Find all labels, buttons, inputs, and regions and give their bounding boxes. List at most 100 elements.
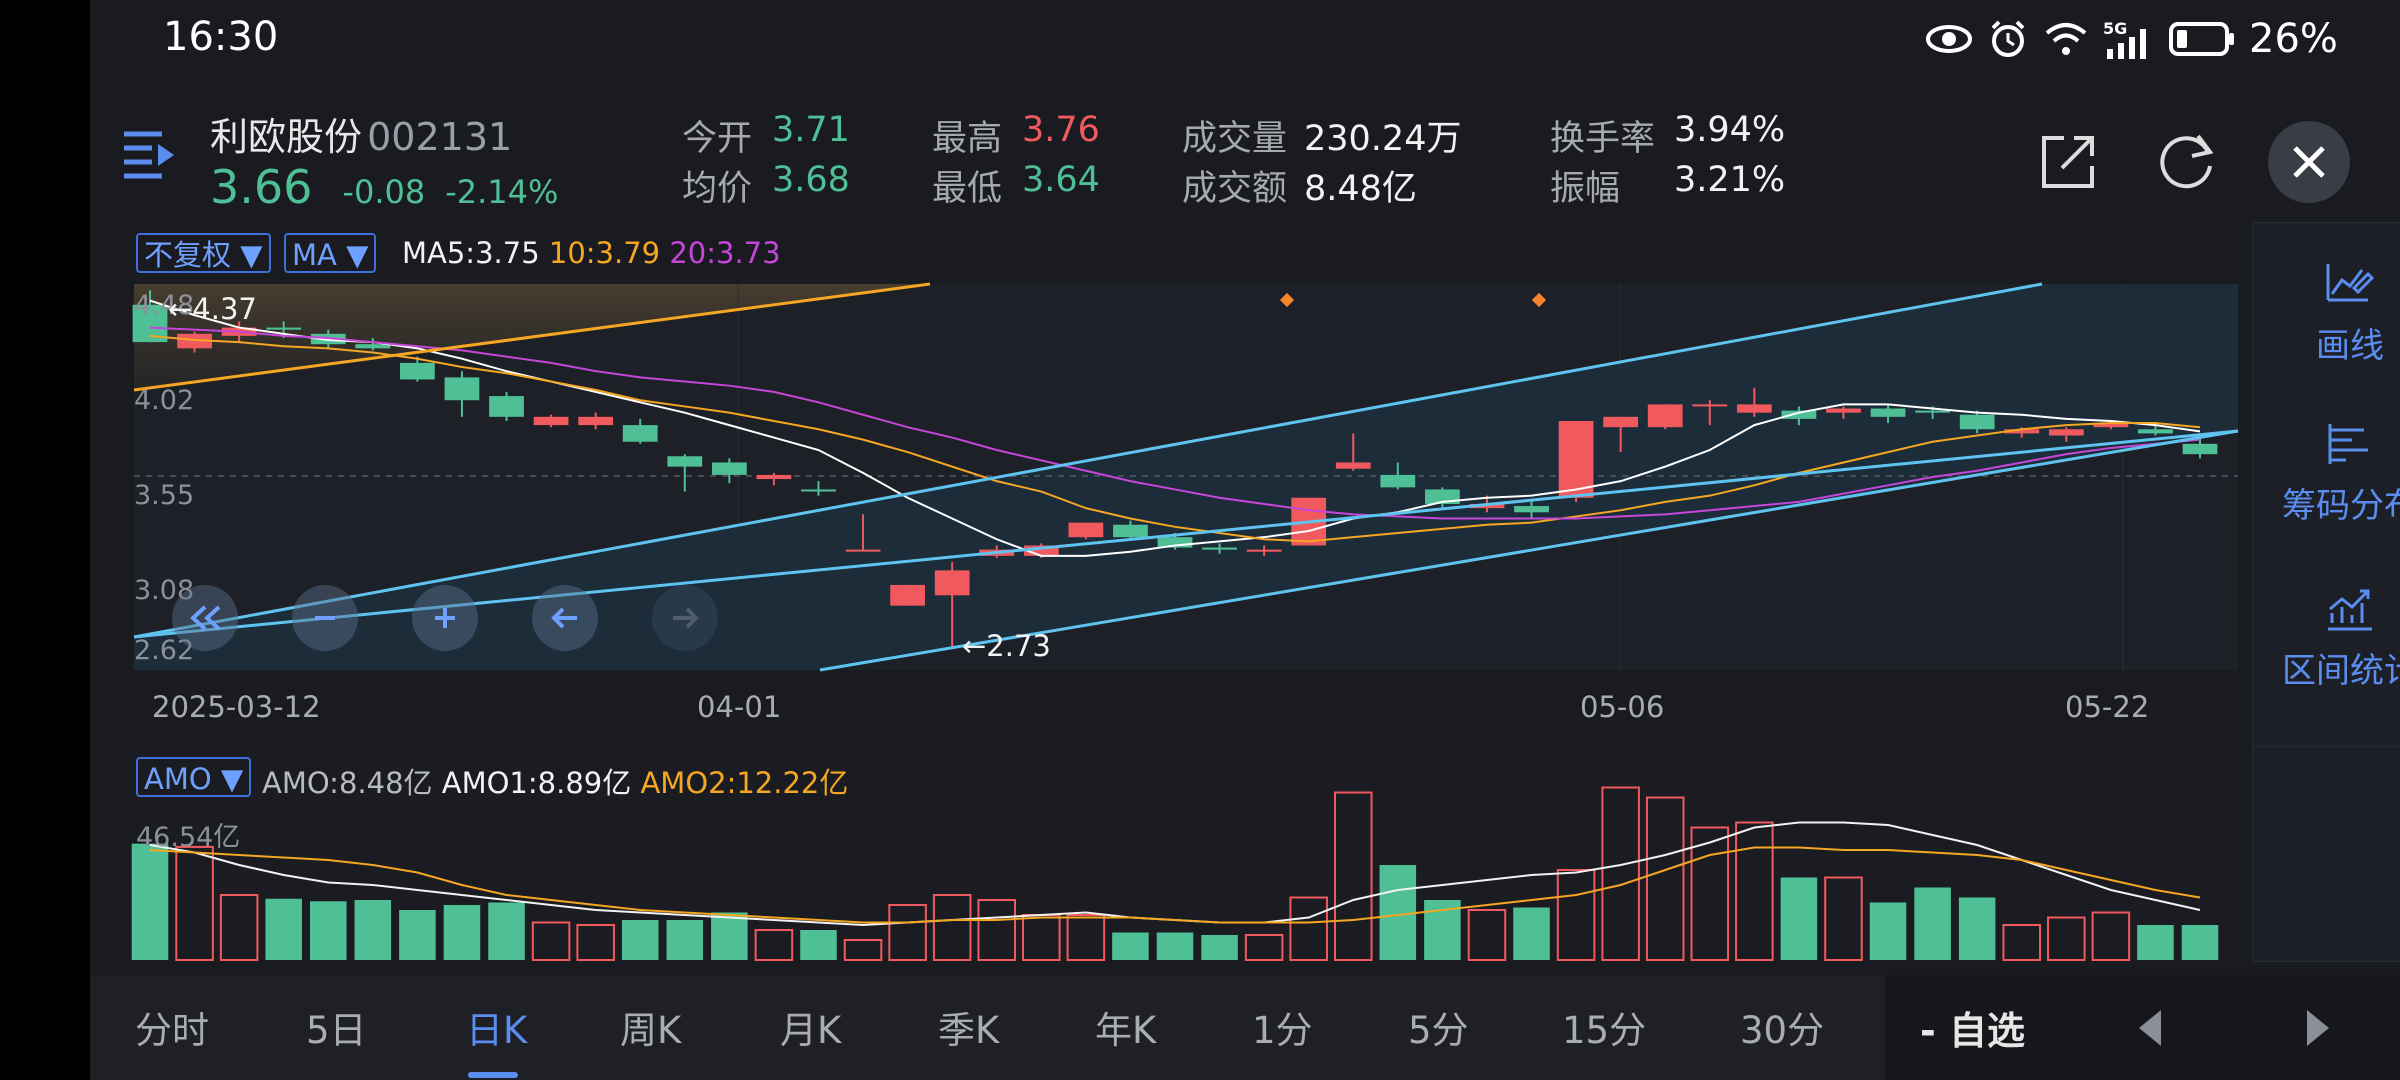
candle-body[interactable]	[890, 584, 925, 606]
candle-body[interactable]	[2093, 423, 2129, 428]
candle-body[interactable]	[622, 425, 658, 442]
candle-body[interactable]	[711, 462, 747, 475]
volume-bar[interactable]	[2091, 911, 2131, 961]
volume-bar[interactable]	[621, 920, 659, 960]
candle-body[interactable]	[533, 416, 569, 426]
candle-body[interactable]	[1469, 503, 1505, 509]
volume-bar[interactable]	[309, 901, 347, 960]
volume-bar[interactable]	[1735, 821, 1774, 961]
volume-bar[interactable]	[1958, 897, 1996, 961]
volume-bar[interactable]	[1244, 934, 1284, 961]
tab-6[interactable]: 年K	[1095, 1009, 1157, 1052]
volume-indicator-dropdown[interactable]: AMO ▼	[136, 757, 252, 797]
event-marker[interactable]	[1279, 292, 1295, 308]
sidebar-tool-2[interactable]: 筹码分布	[2255, 420, 2400, 527]
volume-bar[interactable]	[800, 930, 837, 960]
indicator-dropdown[interactable]: MA ▼	[284, 233, 377, 273]
candle-body[interactable]	[1113, 524, 1148, 538]
candle-body[interactable]	[266, 327, 302, 330]
volume-bar[interactable]	[1513, 907, 1550, 961]
candle-body[interactable]	[1157, 537, 1193, 548]
volume-bar[interactable]	[1333, 791, 1373, 961]
volume-bar[interactable]	[2181, 925, 2219, 960]
candle-body[interactable]	[1202, 547, 1237, 550]
zoom-out-button[interactable]	[292, 585, 358, 651]
volume-bar[interactable]	[932, 894, 972, 961]
volume-bar[interactable]	[488, 902, 525, 961]
tab-10[interactable]: 30分	[1740, 1009, 1825, 1052]
candle-body[interactable]	[1781, 410, 1817, 419]
jump-start-button[interactable]	[172, 585, 238, 651]
volume-bar[interactable]	[265, 898, 302, 960]
candle-body[interactable]	[845, 549, 881, 552]
volume-bar[interactable]	[175, 845, 214, 961]
volume-bar[interactable]	[2002, 924, 2042, 961]
volume-bar[interactable]	[1601, 786, 1640, 961]
volume-bar[interactable]	[1780, 877, 1818, 961]
tab-8[interactable]: 5分	[1408, 1009, 1469, 1052]
volume-bar[interactable]	[1467, 909, 1507, 961]
volume-bar[interactable]	[977, 899, 1017, 961]
zoom-in-button[interactable]	[412, 585, 478, 651]
candle-body[interactable]	[1380, 474, 1416, 488]
candle-body[interactable]	[1959, 414, 1995, 430]
candle-body[interactable]	[310, 333, 346, 345]
candle-body[interactable]	[1246, 549, 1282, 552]
pan-left-button[interactable]	[532, 585, 598, 651]
next-stock-icon[interactable]	[2303, 1006, 2333, 1050]
candle-body[interactable]	[1068, 522, 1104, 538]
tab-3[interactable]: 周K	[620, 1009, 682, 1052]
candle-body[interactable]	[2004, 429, 2040, 434]
volume-bar[interactable]	[666, 920, 704, 960]
candle-body[interactable]	[1558, 420, 1594, 498]
volume-bar[interactable]	[1824, 876, 1863, 961]
volume-bar[interactable]	[1156, 932, 1194, 961]
tab-4[interactable]: 月K	[780, 1009, 842, 1052]
volume-bar[interactable]	[1869, 902, 1907, 961]
candle-body[interactable]	[578, 416, 614, 426]
candle-body[interactable]	[1915, 410, 1950, 413]
close-button[interactable]	[2268, 121, 2350, 203]
candle-body[interactable]	[2138, 429, 2173, 434]
tab-7[interactable]: 1分	[1252, 1009, 1313, 1052]
volume-bar[interactable]	[399, 910, 436, 960]
volume-bar[interactable]	[1914, 887, 1951, 961]
tab-1[interactable]: 5日	[306, 1009, 367, 1052]
refresh-icon[interactable]	[2158, 130, 2218, 192]
tab-0[interactable]: 分时	[135, 1009, 209, 1052]
candle-body[interactable]	[1647, 404, 1683, 428]
sidebar-tool-1[interactable]: 画线	[2255, 260, 2400, 367]
share-icon[interactable]	[2040, 134, 2096, 190]
volume-bar[interactable]	[711, 912, 748, 961]
volume-bar[interactable]	[843, 939, 883, 961]
pan-right-button[interactable]	[652, 585, 718, 651]
volume-bar[interactable]	[2137, 925, 2174, 960]
volume-bar[interactable]	[354, 900, 392, 960]
volume-bar[interactable]	[2047, 916, 2086, 961]
candle-body[interactable]	[2182, 443, 2218, 455]
event-marker[interactable]	[1531, 292, 1547, 308]
candle-body[interactable]	[489, 396, 524, 417]
volume-bar[interactable]	[888, 904, 927, 961]
candle-body[interactable]	[1603, 416, 1639, 428]
candle-body[interactable]	[1736, 404, 1772, 413]
candle-body[interactable]	[801, 489, 836, 492]
candle-body[interactable]	[1826, 408, 1861, 413]
volume-bar[interactable]	[1201, 935, 1238, 960]
add-watchlist-button[interactable]: - 自选	[1920, 1009, 2026, 1053]
candle-body[interactable]	[355, 344, 391, 349]
volume-bar[interactable]	[1112, 932, 1149, 961]
tab-5[interactable]: 季K	[938, 1009, 1000, 1052]
candle-body[interactable]	[1023, 545, 1059, 556]
candle-body[interactable]	[1870, 408, 1906, 417]
candle-body[interactable]	[444, 377, 480, 401]
volume-bar[interactable]	[1645, 796, 1685, 961]
candle-body[interactable]	[177, 333, 212, 349]
adjust-dropdown[interactable]: 不复权 ▼	[136, 233, 271, 273]
candlestick-chart[interactable]	[90, 0, 2240, 970]
volume-bar[interactable]	[1690, 826, 1730, 961]
volume-bar[interactable]	[1066, 914, 1106, 961]
tab-2[interactable]: 日K	[466, 1009, 528, 1052]
volume-bar[interactable]	[1556, 869, 1596, 961]
candle-body[interactable]	[1514, 506, 1549, 513]
